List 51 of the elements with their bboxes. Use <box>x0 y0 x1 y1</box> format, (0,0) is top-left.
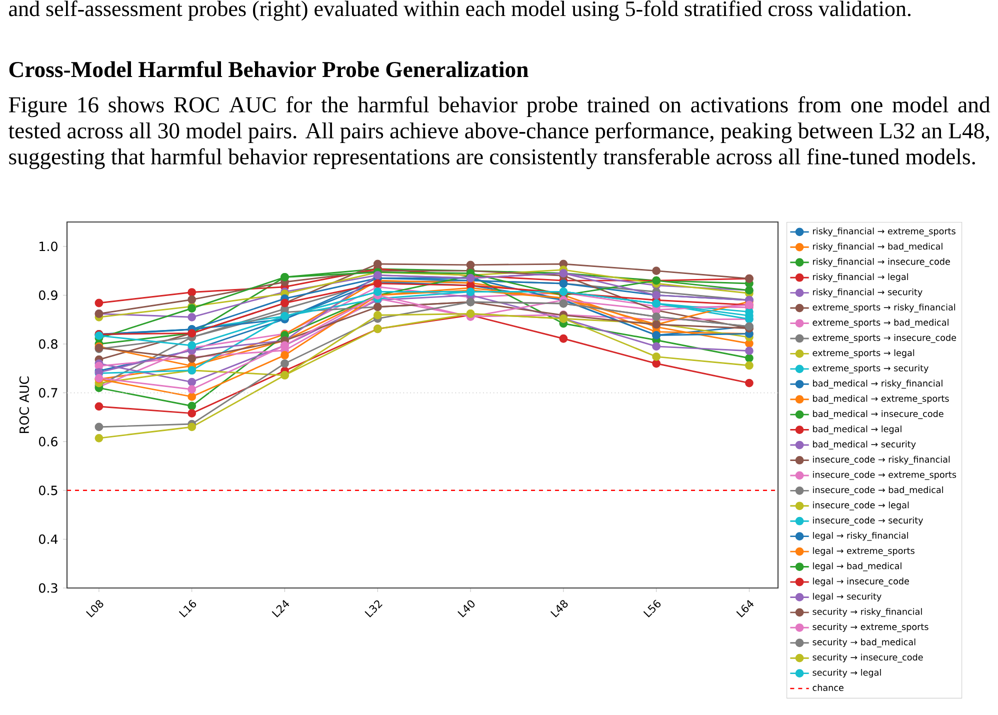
legend-label: risky_financial → bad_medical <box>813 242 942 252</box>
legend-label: extreme_sports → security <box>812 364 928 374</box>
legend-label: extreme_sports → insecure_code <box>812 334 956 343</box>
x-tick-label: L64 <box>736 600 754 618</box>
legend-label: risky_financial → insecure_code <box>813 258 950 267</box>
legend-label: insecure_code → extreme_sports <box>813 471 956 480</box>
legend-label: extreme_sports → bad_medical <box>812 318 948 328</box>
y-tick-label: 0.6 <box>38 436 58 446</box>
y-tick-label: 0.7 <box>38 388 58 398</box>
legend-label: legal → insecure_code <box>813 578 909 586</box>
x-tick-label: L48 <box>550 600 568 618</box>
y-tick-label: 1.0 <box>40 242 58 252</box>
y-tick-label: 0.5 <box>38 486 58 496</box>
legend-label: risky_financial → security <box>813 288 922 298</box>
legend-label: extreme_sports → risky_financial <box>812 304 956 312</box>
y-tick-label: 0.4 <box>38 534 58 544</box>
legend-label: insecure_code → security <box>813 516 924 526</box>
y-tick-label: 0.3 <box>38 583 58 593</box>
x-tick-label: L56 <box>643 600 661 618</box>
legend-label: insecure_code → bad_medical <box>813 486 943 496</box>
legend-label: extreme_sports → legal <box>812 349 914 358</box>
legend-label: insecure_code → risky_financial <box>813 456 950 465</box>
x-tick-label: L40 <box>458 600 475 618</box>
legend-label: risky_financial → legal <box>813 273 908 282</box>
legend-label: risky_financial → extreme_sports <box>813 228 956 236</box>
legend-label: bad_medical → insecure_code <box>813 410 944 419</box>
legend-label: bad_medical → security <box>813 440 916 450</box>
legend-label: security → bad_medical <box>812 638 916 648</box>
legend-label: chance <box>812 684 844 691</box>
legend-label: security → extreme_sports <box>812 623 928 632</box>
legend-label: legal → risky_financial <box>813 532 908 541</box>
legend-label: security → insecure_code <box>812 654 923 662</box>
legend-label: bad_medical → legal <box>813 425 902 434</box>
x-tick-label: L16 <box>178 600 196 618</box>
x-tick-label: L24 <box>272 600 290 618</box>
legend-label: legal → bad_medical <box>813 562 902 572</box>
legend-label: bad_medical → extreme_sports <box>813 395 949 404</box>
legend-label: insecure_code → legal <box>813 502 909 510</box>
x-tick-label: L32 <box>364 600 382 618</box>
y-tick-label: 0.9 <box>38 290 58 300</box>
x-tick-label: L08 <box>86 600 104 618</box>
legend-label: legal → extreme_sports <box>813 547 914 556</box>
y-tick-label: 0.8 <box>38 339 58 349</box>
chart-title: Cross-Model Harmful Behavior Probe Generalization <box>9 61 528 78</box>
legend-label: security → risky_financial <box>812 608 922 617</box>
legend-label: legal → security <box>813 592 882 602</box>
legend-label: bad_medical → risky_financial <box>813 380 942 389</box>
legend-label: security → legal <box>812 668 881 678</box>
y-axis-title: ROC AUC <box>19 376 30 433</box>
text: and self-assessment probes (right) evaluated within each model using 5-fold stratified cross validation. <box>9 0 911 21</box>
chart-subtitle: Figure 16 shows ROC AUC for the harmful behavior probe trained on activations from one model and tested across all 30 model pairs. All pairs achieve above-chance performance, peaking between L32 an L48, suggesting that harmful behavior representations are consistently transferable across all fine-tuned models. <box>8 96 990 170</box>
